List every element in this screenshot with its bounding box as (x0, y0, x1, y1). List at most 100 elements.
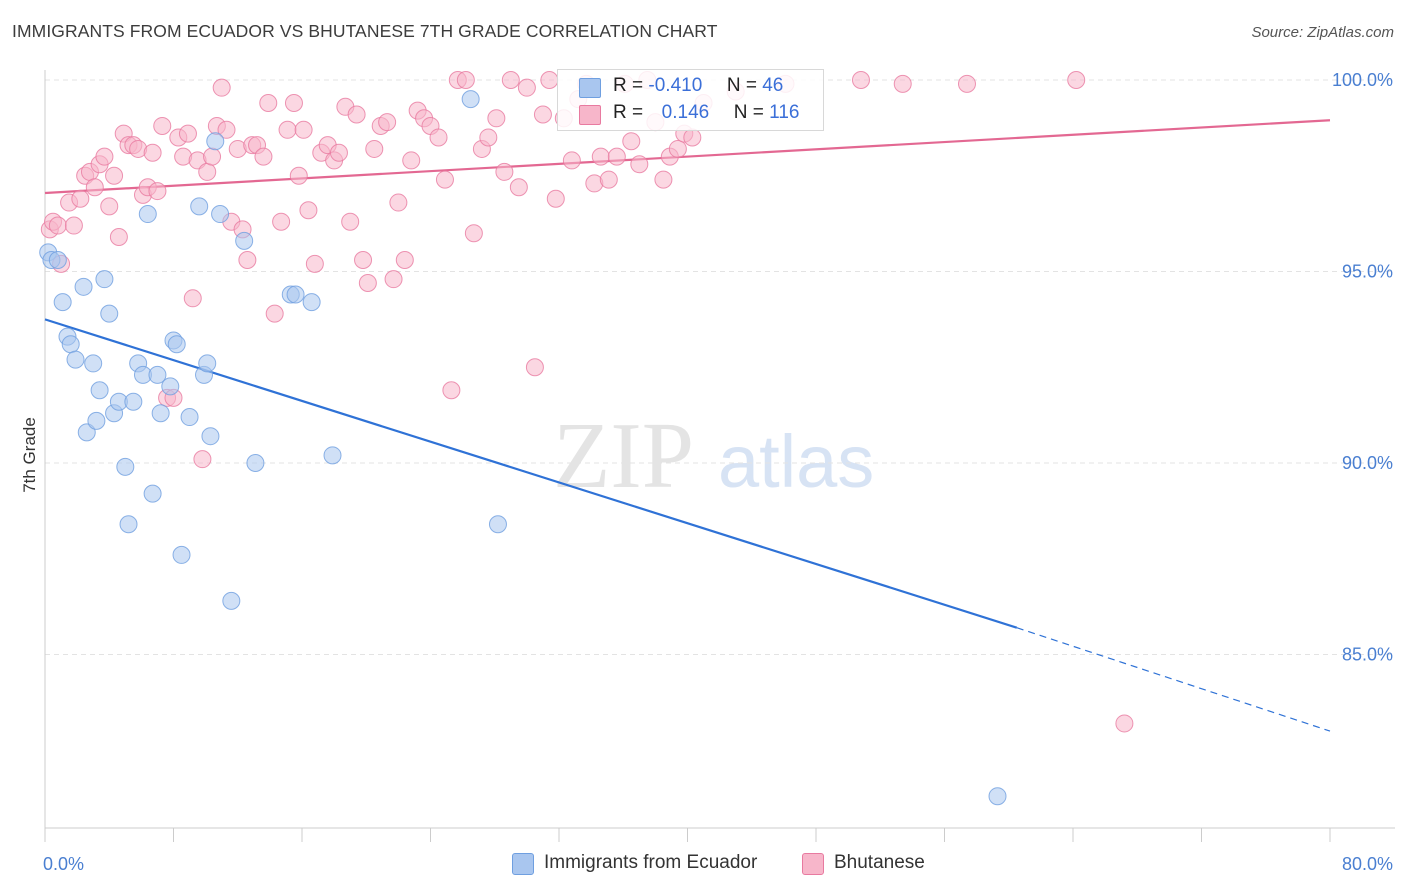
data-point (148, 182, 167, 201)
data-point (116, 457, 135, 476)
source-credit: Source: ZipAtlas.com (1251, 24, 1394, 41)
data-point (851, 71, 870, 89)
data-point (100, 197, 119, 216)
data-point (630, 155, 649, 174)
series-ecuador (39, 90, 1007, 806)
data-point (278, 120, 297, 139)
data-point (305, 254, 324, 273)
data-point (435, 170, 454, 189)
data-point (456, 71, 475, 89)
data-point (74, 277, 93, 296)
data-point (957, 74, 976, 93)
data-point (143, 484, 162, 503)
watermark: ZIP atlas (553, 404, 874, 508)
y-tick-label: 95.0% (1342, 262, 1393, 282)
data-point (203, 147, 222, 166)
legend-r-label: R = (613, 102, 644, 123)
tick-labels: 85.0% 90.0% 95.0% 100.0% 0.0% 80.0% (43, 70, 1393, 874)
data-point (540, 71, 559, 89)
data-point (61, 335, 80, 354)
data-point (180, 408, 199, 427)
data-point (198, 162, 217, 181)
data-point (238, 251, 257, 270)
data-point (53, 293, 72, 312)
data-point (172, 545, 191, 564)
data-point (66, 350, 85, 369)
data-point (607, 147, 626, 166)
data-points (39, 71, 1134, 806)
legend-swatch-bhutanese (579, 105, 601, 125)
data-point (525, 358, 544, 377)
data-point (683, 128, 702, 147)
data-point (668, 139, 687, 158)
data-point (95, 147, 114, 166)
data-point (289, 166, 308, 185)
y-tick-label: 85.0% (1342, 645, 1393, 665)
data-point (479, 128, 498, 147)
data-point (151, 404, 170, 423)
data-point (161, 377, 180, 396)
data-point (71, 189, 90, 208)
data-point (190, 197, 209, 216)
data-point (105, 166, 124, 185)
series-bhutanese (40, 71, 1134, 733)
data-point (48, 251, 67, 270)
data-point (265, 304, 284, 323)
data-point (193, 450, 212, 469)
data-point (546, 189, 565, 208)
data-point (294, 120, 313, 139)
data-point (402, 151, 421, 170)
data-point (254, 147, 273, 166)
data-point (893, 74, 912, 93)
legend-n-label: N = (733, 102, 764, 123)
trend-line-ecuador-extension (1016, 627, 1331, 732)
data-point (299, 201, 318, 220)
data-point (284, 93, 303, 112)
series-legend: Immigrants from Ecuador Bhutanese (0, 851, 1406, 879)
data-point (85, 178, 104, 197)
data-point (124, 392, 143, 411)
legend-label-bhutanese: Bhutanese (834, 852, 925, 873)
data-point (222, 591, 241, 610)
data-point (87, 411, 106, 430)
data-point (358, 273, 377, 292)
legend-r-value: -0.410 (648, 75, 703, 96)
data-point (323, 446, 342, 465)
data-point (109, 228, 128, 247)
legend-n-value: 116 (769, 102, 800, 123)
data-point (495, 162, 514, 181)
watermark-atlas: atlas (718, 420, 874, 503)
data-point (286, 285, 305, 304)
data-point (562, 151, 581, 170)
data-point (167, 335, 186, 354)
data-point (272, 212, 291, 231)
data-point (533, 105, 552, 124)
data-point (64, 216, 83, 235)
data-point (178, 124, 197, 143)
legend-swatch-ecuador (512, 853, 534, 875)
data-point (509, 178, 528, 197)
x-tick-label: 80.0% (1342, 854, 1393, 874)
data-point (591, 147, 610, 166)
data-point (198, 354, 217, 373)
data-point (95, 270, 114, 289)
trend-line-bhutanese (44, 119, 1331, 195)
legend-n-value: 46 (762, 75, 784, 96)
data-point (77, 423, 96, 442)
gridlines (45, 79, 1395, 655)
legend-label-ecuador: Immigrants from Ecuador (544, 852, 758, 873)
legend-text-ecuador: R = -0.410 N = 46 (613, 75, 783, 97)
data-point (517, 78, 536, 97)
x-tick-label: 0.0% (43, 854, 84, 874)
y-tick-label: 100.0% (1332, 70, 1393, 90)
data-point (212, 78, 231, 97)
data-point (365, 139, 384, 158)
data-point (143, 143, 162, 162)
data-point (90, 381, 109, 400)
data-point (487, 109, 506, 128)
legend-r-value: 0.146 (661, 102, 710, 123)
watermark-zip: ZIP (553, 404, 694, 508)
data-point (429, 128, 448, 147)
data-point (246, 454, 265, 472)
